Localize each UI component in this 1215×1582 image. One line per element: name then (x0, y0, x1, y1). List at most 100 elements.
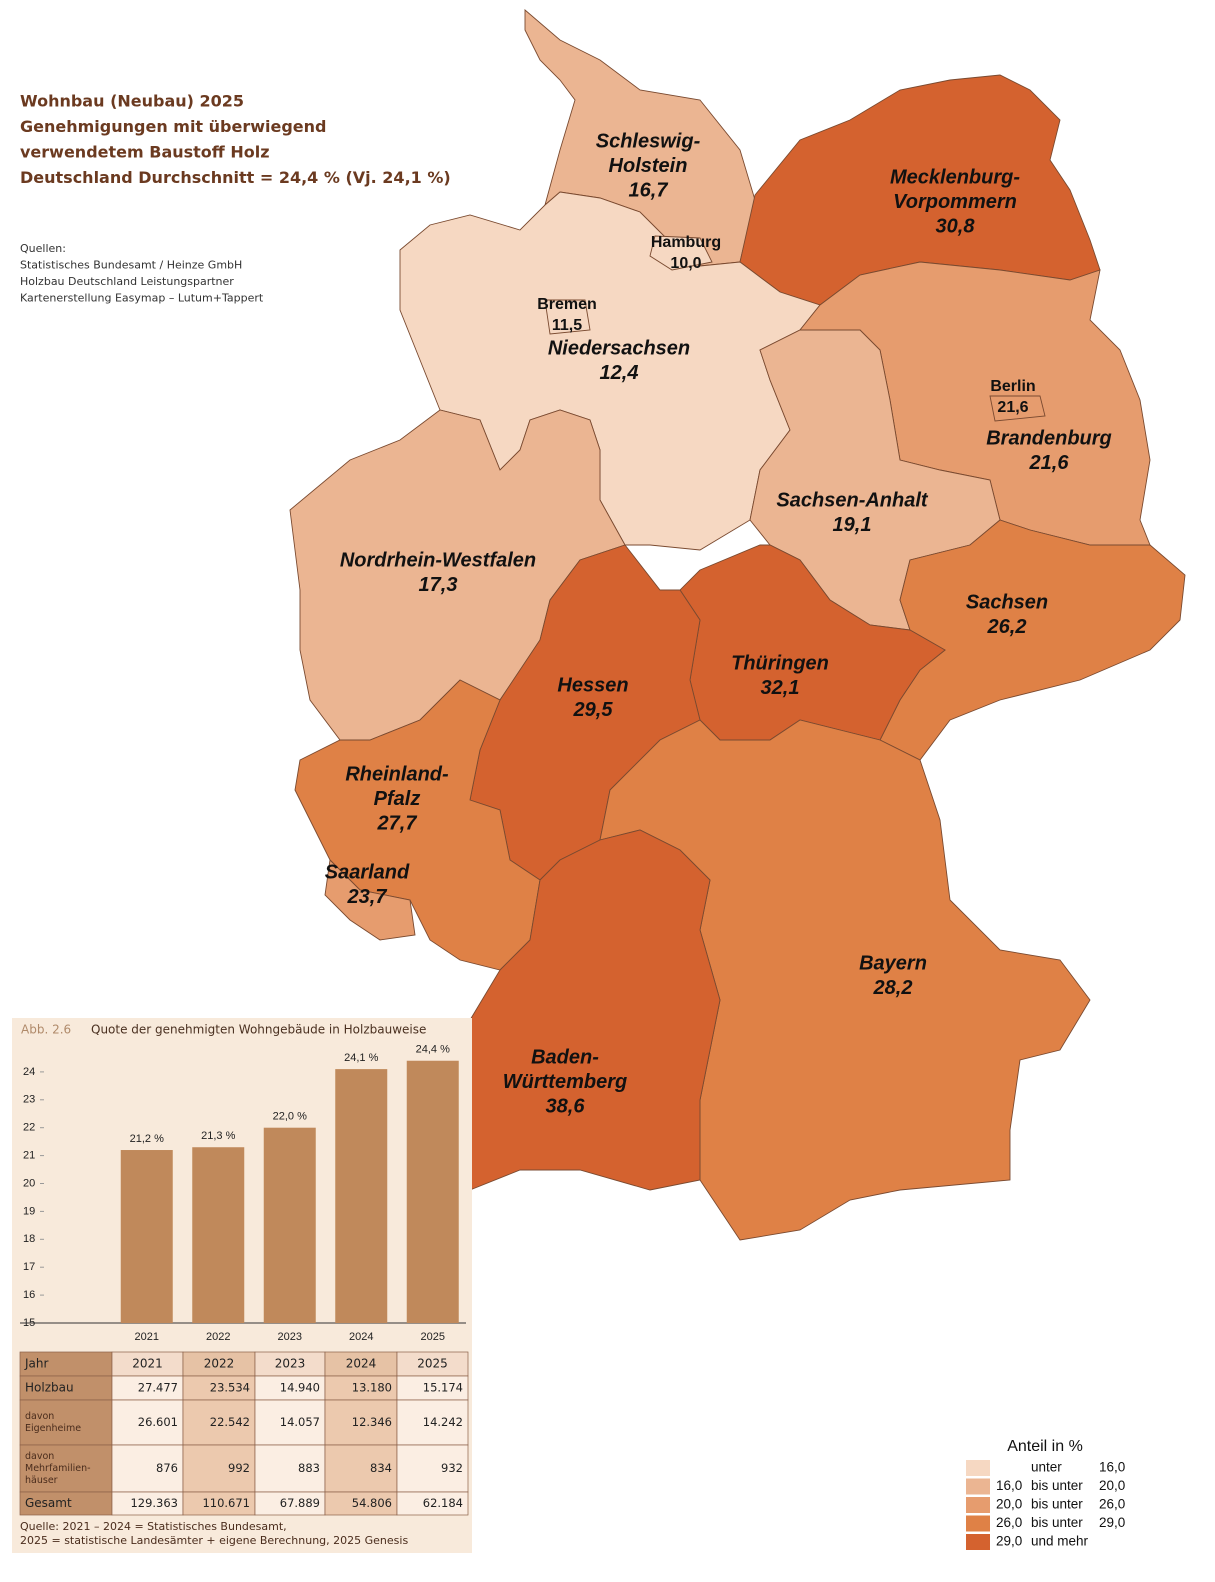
table-cell-text: 62.184 (423, 1496, 463, 1510)
legend-op: unter (1031, 1460, 1062, 1475)
region-value: 29,5 (573, 699, 614, 721)
x-tick-label: 2022 (206, 1331, 230, 1343)
value-label: 22,0 % (273, 1111, 307, 1123)
table-cell-text: 876 (156, 1461, 178, 1475)
table-cell (324, 1351, 398, 1377)
table-header: 2024 (346, 1357, 377, 1371)
region-value: 19,1 (833, 514, 872, 536)
title-line: Deutschland Durchschnitt = 24,4 % (Vj. 2… (20, 168, 451, 187)
region-name: Sachsen (966, 591, 1048, 613)
legend-swatch (966, 1497, 990, 1513)
legend-swatch (966, 1515, 990, 1532)
table-cell (254, 1351, 326, 1377)
x-tick-label: 2023 (278, 1331, 302, 1343)
table-cell-text: 67.889 (280, 1496, 320, 1510)
legend-from: 26,0 (996, 1515, 1022, 1530)
table-header: 2021 (132, 1357, 163, 1371)
region-name: Bayern (859, 952, 927, 974)
source-line: Kartenerstellung Easymap – Lutum+Tappert (20, 292, 264, 305)
source-line: Quellen: (20, 242, 66, 255)
table-row-label: Mehrfamilien- (25, 1463, 91, 1474)
table-cell (182, 1399, 256, 1446)
region (544, 299, 591, 335)
table-header: 2023 (275, 1357, 306, 1371)
region-value: 21,6 (1029, 452, 1070, 474)
value-label: 24,1 % (344, 1052, 378, 1064)
bar (335, 1069, 388, 1323)
table-cell-text: 22.542 (210, 1415, 250, 1429)
region-value: 21,6 (997, 399, 1028, 416)
bar (192, 1147, 245, 1323)
value-label: 21,3 % (201, 1130, 235, 1142)
table-cell (19, 1444, 113, 1493)
y-tick-label: 18 (23, 1233, 35, 1245)
table-cell (254, 1399, 326, 1446)
region-value: 11,5 (552, 317, 582, 334)
legend-to: 29,0 (1099, 1515, 1125, 1530)
table-cell (324, 1399, 398, 1446)
table-row-label: davon (25, 1451, 54, 1462)
table-row-label: häuser (25, 1475, 58, 1486)
map (289, 9, 1186, 1550)
legend-to: 26,0 (1099, 1497, 1125, 1512)
legend-op: bis unter (1031, 1478, 1083, 1493)
table-cell (182, 1444, 256, 1493)
region-name: Thüringen (731, 652, 829, 674)
table-cell-text: 23.534 (210, 1381, 250, 1395)
value-label: 21,2 % (130, 1133, 164, 1145)
table-cell-text: 932 (441, 1461, 463, 1475)
table-header: 2025 (417, 1357, 448, 1371)
region (324, 859, 416, 941)
legend-op: bis unter (1031, 1515, 1083, 1530)
region-name: Bremen (537, 296, 597, 313)
table-row-label: Eigenheime (25, 1423, 81, 1434)
table-cell-text: 13.180 (352, 1381, 392, 1395)
x-tick-label: 2025 (421, 1331, 445, 1343)
legend-swatch (966, 1460, 990, 1476)
table-cell (396, 1444, 469, 1493)
region-value: 16,7 (629, 179, 669, 201)
y-tick-label: 20 (23, 1177, 35, 1189)
source-line: Statistisches Bundesamt / Heinze GmbH (20, 259, 242, 272)
region-value: 38,6 (546, 1095, 586, 1117)
table-cell (396, 1375, 469, 1401)
region-name: Saarland (325, 861, 410, 883)
x-tick-label: 2024 (349, 1331, 373, 1343)
legend-op: und mehr (1031, 1534, 1089, 1549)
table-cell (19, 1351, 113, 1377)
region-name: Vorpommern (893, 191, 1017, 213)
region-name: Nordrhein-Westfalen (340, 549, 536, 571)
region-name: Niedersachsen (548, 337, 690, 359)
table-cell-text: 14.940 (280, 1381, 320, 1395)
region-name: Rheinland- (345, 763, 449, 785)
legend-op: bis unter (1031, 1497, 1083, 1512)
bar (263, 1127, 316, 1323)
table-header: Jahr (24, 1357, 48, 1371)
table-cell-text: 26.601 (138, 1415, 178, 1429)
source-line: Holzbau Deutschland Leistungspartner (20, 275, 234, 288)
region-name: Berlin (990, 378, 1035, 395)
table-cell-text: 15.174 (423, 1381, 463, 1395)
y-tick-label: 19 (23, 1205, 35, 1217)
legend-to: 16,0 (1099, 1460, 1125, 1475)
table-cell-text: 14.057 (280, 1415, 320, 1429)
region-name: Hessen (557, 674, 628, 696)
bar (120, 1150, 173, 1323)
region-name: Holstein (609, 155, 688, 177)
chart-label: Abb. 2.6 (21, 1023, 71, 1037)
region (989, 395, 1046, 422)
table-cell-text: 14.242 (423, 1415, 463, 1429)
x-tick-label: 2021 (135, 1331, 159, 1343)
region (649, 235, 713, 271)
table-cell-text: 883 (298, 1461, 320, 1475)
y-tick-label: 22 (23, 1122, 35, 1134)
region-name: Sachsen-Anhalt (776, 489, 928, 511)
bar (406, 1060, 459, 1323)
table-cell (254, 1444, 326, 1493)
y-tick-label: 21 (23, 1150, 35, 1162)
table-cell (396, 1491, 469, 1516)
note-line: Quelle: 2021 – 2024 = Statistisches Bund… (20, 1520, 287, 1533)
region-name: Baden- (531, 1046, 599, 1068)
region-value: 26,2 (987, 616, 1027, 638)
